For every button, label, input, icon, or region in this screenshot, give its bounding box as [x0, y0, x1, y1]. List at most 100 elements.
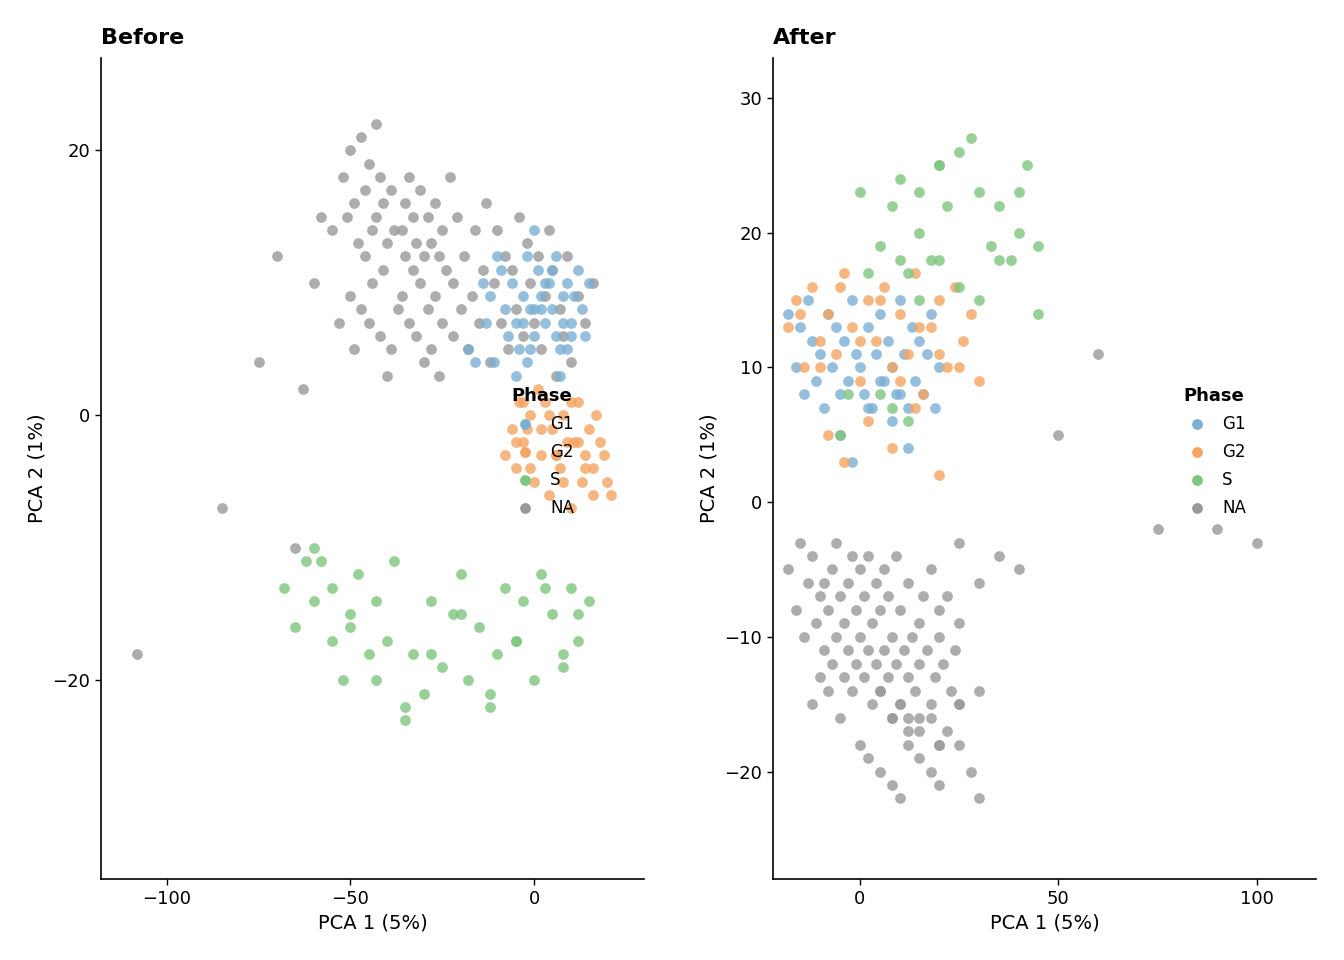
Point: [797, 575, 818, 590]
Point: [563, 434, 585, 449]
Point: [431, 660, 453, 675]
Point: [548, 342, 570, 357]
Point: [929, 252, 950, 268]
Point: [438, 169, 460, 184]
Point: [586, 408, 607, 423]
Point: [833, 615, 855, 631]
Point: [857, 642, 879, 658]
Point: [841, 320, 863, 335]
Point: [520, 408, 542, 423]
Point: [929, 293, 950, 308]
Point: [880, 198, 902, 213]
Point: [888, 791, 910, 806]
Point: [857, 400, 879, 416]
Point: [523, 223, 544, 238]
Point: [892, 347, 914, 362]
Point: [556, 276, 578, 291]
Point: [567, 607, 589, 622]
Point: [512, 395, 534, 410]
Text: After: After: [773, 28, 836, 48]
Point: [578, 276, 599, 291]
Point: [968, 184, 989, 200]
Point: [905, 683, 926, 698]
Point: [366, 209, 387, 225]
Point: [960, 131, 981, 146]
Point: [1146, 521, 1168, 537]
Point: [1087, 347, 1109, 362]
Point: [340, 143, 362, 158]
Point: [888, 696, 910, 711]
Point: [427, 368, 449, 383]
Point: [884, 548, 906, 564]
Point: [880, 710, 902, 726]
Point: [909, 751, 930, 766]
Point: [857, 293, 879, 308]
Point: [870, 293, 891, 308]
Point: [512, 315, 534, 330]
Point: [929, 602, 950, 617]
Point: [376, 235, 398, 251]
Point: [560, 500, 582, 516]
Point: [366, 673, 387, 688]
Point: [853, 669, 875, 684]
Point: [880, 360, 902, 375]
Point: [778, 320, 800, 335]
Point: [909, 320, 930, 335]
Point: [425, 289, 446, 304]
Point: [880, 710, 902, 726]
Point: [480, 686, 501, 702]
Point: [571, 301, 593, 317]
Point: [857, 751, 879, 766]
Point: [829, 710, 851, 726]
Point: [929, 157, 950, 173]
Point: [413, 249, 434, 264]
Point: [1028, 238, 1050, 253]
Point: [535, 315, 556, 330]
Point: [825, 347, 847, 362]
Point: [813, 642, 835, 658]
Point: [358, 646, 379, 661]
Point: [937, 360, 958, 375]
Point: [817, 602, 839, 617]
Point: [493, 580, 515, 595]
Point: [853, 588, 875, 604]
Point: [880, 400, 902, 416]
Legend: G1, G2, S, NA: G1, G2, S, NA: [1172, 378, 1254, 525]
Point: [866, 347, 887, 362]
Point: [853, 387, 875, 402]
Point: [1047, 427, 1068, 443]
Point: [355, 249, 376, 264]
Point: [493, 249, 515, 264]
Point: [929, 347, 950, 362]
Point: [1008, 562, 1030, 577]
Point: [395, 249, 417, 264]
Point: [450, 607, 472, 622]
Point: [560, 355, 582, 371]
Point: [567, 395, 589, 410]
Point: [548, 368, 570, 383]
Point: [801, 279, 823, 295]
Point: [905, 373, 926, 389]
Point: [845, 347, 867, 362]
Point: [535, 580, 556, 595]
Point: [575, 447, 597, 463]
Point: [516, 421, 538, 437]
Point: [849, 562, 871, 577]
Point: [520, 276, 542, 291]
Point: [829, 427, 851, 443]
Point: [888, 293, 910, 308]
Point: [560, 580, 582, 595]
Point: [560, 328, 582, 344]
Point: [825, 629, 847, 644]
Point: [833, 266, 855, 281]
Point: [590, 434, 612, 449]
Point: [953, 333, 974, 348]
Point: [809, 347, 831, 362]
Point: [523, 328, 544, 344]
Point: [575, 328, 597, 344]
Point: [909, 225, 930, 240]
Point: [888, 373, 910, 389]
Point: [542, 301, 563, 317]
Point: [546, 447, 567, 463]
Point: [571, 474, 593, 490]
